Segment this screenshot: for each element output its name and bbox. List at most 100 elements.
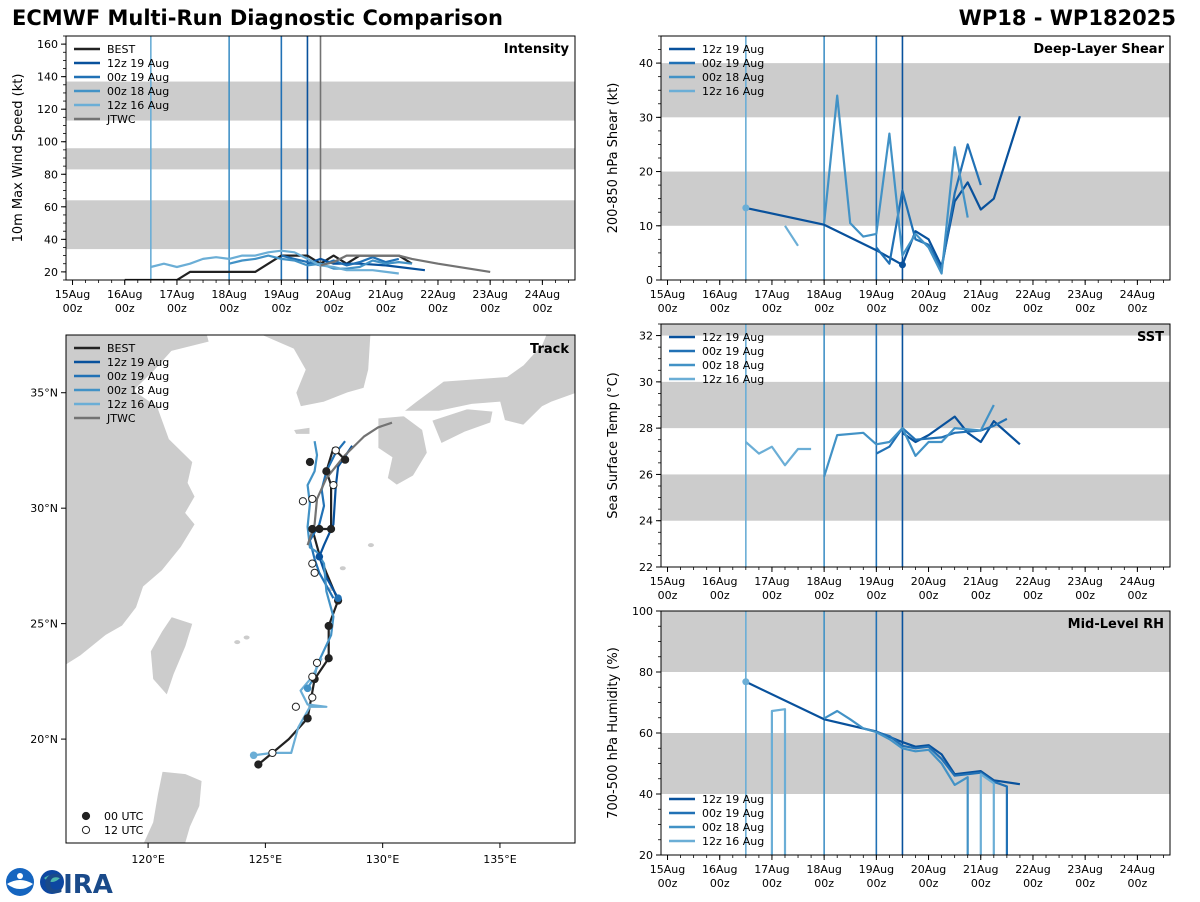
sst-x-tick-day: 22Aug	[1015, 575, 1050, 588]
track-marker-00utc	[308, 524, 317, 534]
page-title: ECMWF Multi-Run Diagnostic Comparison	[12, 6, 503, 30]
intensity-legend-label-best: BEST	[107, 43, 135, 56]
intensity-series-00z-19-aug	[281, 254, 400, 267]
rh-x-tick-day: 21Aug	[963, 863, 998, 876]
intensity-x-tick-day: 18Aug	[211, 288, 246, 301]
shear-x-tick-day: 18Aug	[806, 288, 841, 301]
sst-y-axis-label: Sea Surface Temp (°C)	[606, 372, 621, 519]
taiwan-land	[149, 616, 194, 696]
sst-series-00z-18-aug	[823, 404, 995, 478]
rh-legend-label-00z-19-aug: 00z 19 Aug	[702, 807, 764, 820]
track-lon-label: 135°E	[483, 853, 516, 866]
intensity-legend-label-12z-16-aug: 12z 16 Aug	[107, 99, 169, 112]
track-legend-label-jtwc: JTWC	[106, 412, 136, 425]
intensity-legend-label-12z-19-aug: 12z 19 Aug	[107, 57, 169, 70]
shear-legend-label-00z-18-aug: 00z 18 Aug	[702, 71, 764, 84]
track-legend-12utc-label: 12 UTC	[104, 824, 144, 837]
rh-x-tick-day: 23Aug	[1067, 863, 1102, 876]
intensity-x-tick-hour: 00z	[115, 302, 135, 315]
rh-y-tick-label: 20	[639, 849, 653, 862]
track-lat-label: 30°N	[30, 502, 58, 515]
track-panel-title: Track	[530, 342, 569, 357]
intensity-x-tick-hour: 00z	[219, 302, 239, 315]
intensity-x-tick-hour: 00z	[428, 302, 448, 315]
shear-y-tick-label: 30	[639, 111, 653, 124]
sst-series-12z-19-aug	[901, 415, 1021, 446]
intensity-x-tick-hour: 00z	[271, 302, 291, 315]
intensity-series-12z-19-aug	[307, 257, 426, 272]
track-legend-00utc-marker	[81, 811, 91, 821]
shear-x-tick-day: 22Aug	[1015, 288, 1050, 301]
sst-x-tick-day: 18Aug	[806, 575, 841, 588]
intensity-x-tick-hour: 00z	[480, 302, 500, 315]
shear-legend-label-12z-16-aug: 12z 16 Aug	[702, 85, 764, 98]
rh-series-12z-16-aug	[770, 708, 787, 855]
intensity-panel-title: Intensity	[504, 42, 570, 57]
track-marker-12utc	[268, 748, 277, 758]
shear-x-tick-day: 15Aug	[650, 288, 685, 301]
shear-x-tick-hour: 00z	[1023, 302, 1043, 315]
rh-x-tick-hour: 00z	[658, 877, 678, 890]
shear-series-00z-19-aug	[875, 143, 982, 271]
intensity-x-tick-hour: 00z	[324, 302, 344, 315]
shear-x-tick-hour: 00z	[710, 302, 730, 315]
track-series-00z-18-aug	[306, 441, 335, 689]
track-marker-00utc	[341, 455, 350, 464]
sst-x-tick-hour: 00z	[762, 589, 782, 602]
shikoku-land	[431, 408, 494, 445]
honshu-land	[402, 335, 575, 426]
rh-x-tick-day: 24Aug	[1120, 863, 1155, 876]
shear-plot-area	[661, 36, 1170, 280]
track-marker-12utc	[308, 559, 317, 568]
rh-series-00z-19-aug	[875, 731, 1009, 855]
storm-id-title: WP18 - WP182025	[958, 6, 1176, 30]
shear-x-tick-day: 16Aug	[702, 288, 737, 301]
shear-x-tick-day: 17Aug	[754, 288, 789, 301]
sst-x-tick-hour: 00z	[1127, 589, 1147, 602]
track-lon-label: 125°E	[249, 853, 282, 866]
track-legend-label-00z-19-aug: 00z 19 Aug	[107, 370, 169, 383]
track-series-12z-16-aug	[253, 657, 328, 757]
rh-series-00z-18-aug	[823, 709, 969, 855]
chart-rh: 20 40 60 80 100 700-500 hPa Humidity (%) Mid-L…	[606, 605, 1171, 890]
korea-land	[260, 335, 372, 408]
track-start-dot-00z-18-aug	[303, 684, 312, 693]
track-start-dot-00z-19-aug	[334, 594, 342, 603]
sst-legend-label-00z-19-aug: 00z 19 Aug	[702, 345, 764, 358]
intensity-x-tick-day: 21Aug	[368, 288, 403, 301]
sst-x-tick-hour: 00z	[658, 589, 678, 602]
sst-x-tick-hour: 00z	[866, 589, 886, 602]
intensity-x-tick-day: 17Aug	[159, 288, 194, 301]
rh-x-tick-hour: 00z	[1023, 877, 1043, 890]
shear-y-axis-label: 200-850 hPa Shear (kt)	[606, 83, 621, 234]
intensity-x-tick-hour: 00z	[63, 302, 83, 315]
track-marker-00utc	[326, 524, 336, 534]
sst-legend-label-00z-18-aug: 00z 18 Aug	[702, 359, 764, 372]
intensity-legend-label-00z-18-aug: 00z 18 Aug	[107, 85, 169, 98]
shear-x-tick-hour: 00z	[1127, 302, 1147, 315]
rh-band	[661, 733, 1170, 794]
track-legend-label-12z-16-aug: 12z 16 Aug	[107, 398, 169, 411]
intensity-x-tick-day: 16Aug	[107, 288, 142, 301]
luzon-land	[142, 770, 203, 843]
intensity-x-tick-day: 22Aug	[420, 288, 455, 301]
shear-y-tick-label: 40	[639, 57, 653, 70]
china-land	[66, 335, 210, 666]
sst-x-tick-day: 23Aug	[1067, 575, 1102, 588]
sst-x-tick-day: 20Aug	[911, 575, 946, 588]
sst-legend-label-12z-19-aug: 12z 19 Aug	[702, 331, 764, 344]
sst-series-12z-16-aug	[745, 441, 812, 467]
shear-y-tick-label: 20	[639, 166, 653, 179]
track-marker-12utc	[308, 672, 317, 681]
track-marker-00utc	[324, 654, 333, 663]
intensity-legend-label-00z-19-aug: 00z 19 Aug	[107, 71, 169, 84]
track-lat-label: 25°N	[30, 618, 58, 631]
track-legend-label-00z-18-aug: 00z 18 Aug	[107, 384, 169, 397]
track-marker-00utc	[305, 457, 315, 467]
rh-y-tick-label: 100	[632, 605, 653, 618]
rh-x-tick-day: 22Aug	[1015, 863, 1050, 876]
shear-x-tick-day: 19Aug	[859, 288, 894, 301]
sst-legend-label-12z-16-aug: 12z 16 Aug	[702, 373, 764, 386]
intensity-x-tick-hour: 00z	[167, 302, 187, 315]
